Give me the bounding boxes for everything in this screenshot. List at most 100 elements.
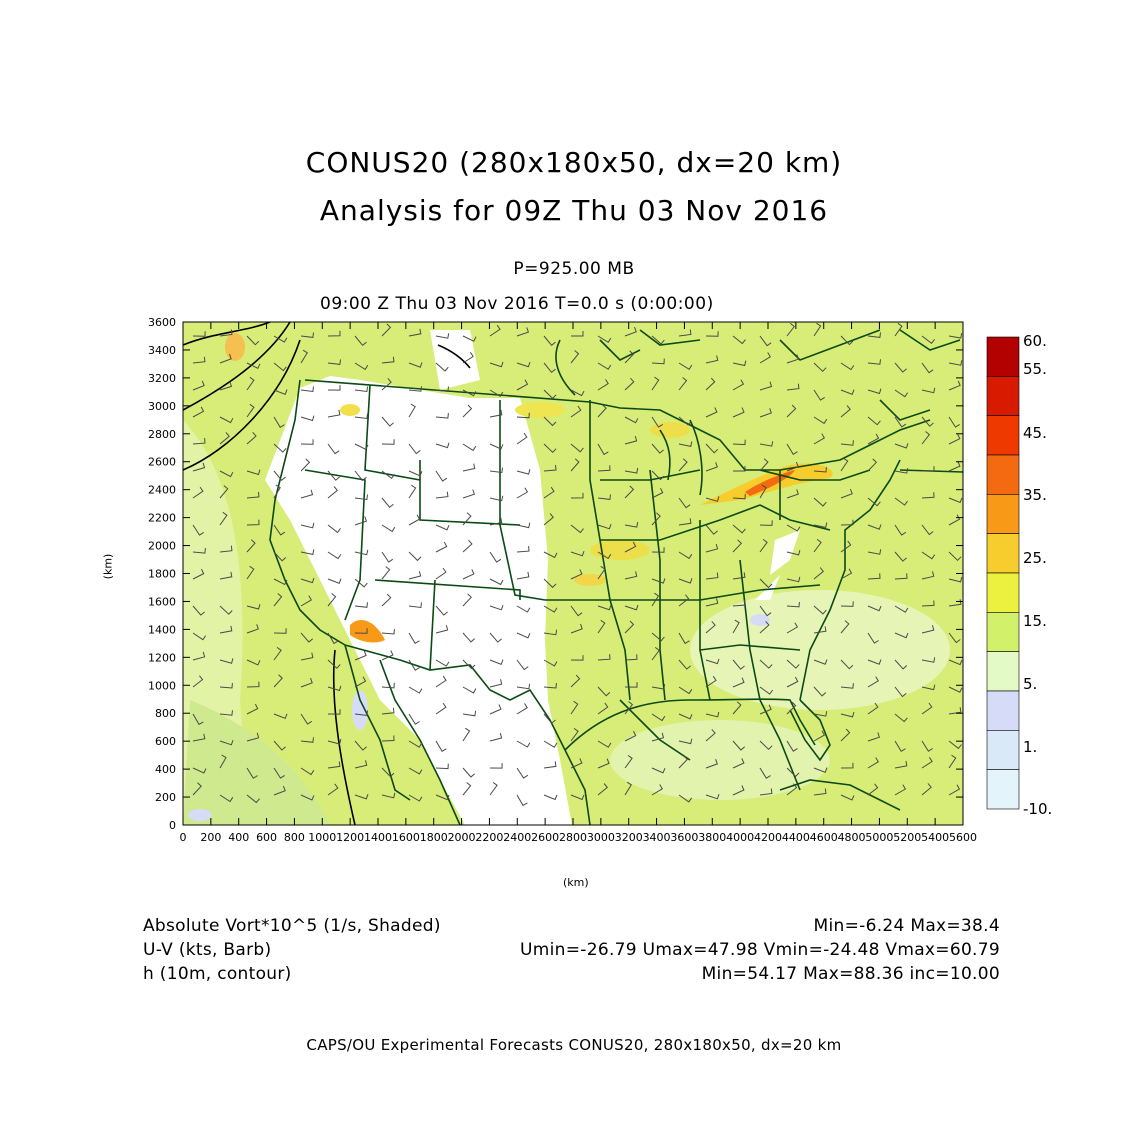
x-tick-label: 2400 (503, 831, 531, 844)
wind-barb (732, 758, 745, 769)
y-tick-label: 400 (155, 763, 176, 776)
wind-barb (570, 443, 584, 453)
wind-barb (516, 432, 528, 445)
wind-barb (408, 403, 416, 418)
wind-barb (921, 740, 933, 752)
x-tick-label: 4800 (838, 831, 866, 844)
wind-barb (840, 568, 853, 580)
wind-barb (786, 622, 799, 634)
wind-barb (786, 383, 800, 391)
wind-barb (894, 573, 908, 580)
wind-barbs (192, 322, 963, 807)
wind-barb (651, 376, 660, 391)
wind-barb (732, 335, 746, 345)
wind-barb (705, 543, 719, 553)
wind-barb (219, 416, 234, 424)
wind-barb (408, 514, 421, 526)
wind-barb (759, 381, 773, 391)
wind-barb (543, 605, 558, 613)
wind-barb (948, 707, 962, 715)
wind-barb (300, 386, 314, 393)
wind-barb (624, 435, 638, 445)
wind-barb (678, 497, 691, 509)
wind-barb (894, 632, 909, 639)
wind-barb (786, 659, 800, 669)
wind-barb (570, 389, 585, 397)
wind-barb (543, 761, 557, 769)
wind-barb (651, 487, 664, 499)
wind-barb (570, 405, 582, 418)
wind-barb (300, 332, 314, 338)
x-tick-label: 5200 (893, 831, 921, 844)
y-axis-ticks (183, 321, 963, 826)
y-tick-label: 1400 (148, 623, 176, 636)
wind-barb (543, 486, 555, 499)
wind-barb (624, 754, 633, 769)
y-tick-label: 1800 (148, 568, 176, 581)
wind-barb (246, 362, 261, 369)
wind-barb (246, 604, 261, 610)
wind-barb (651, 443, 664, 454)
vorticity-high-area (515, 402, 565, 418)
wind-barb (651, 592, 660, 607)
x-tick-label: 2200 (475, 831, 503, 844)
colorbar-segment (986, 612, 1020, 652)
wind-barb (219, 511, 228, 526)
wind-barb (327, 409, 341, 418)
y-axis-tick-labels: 3600340032003000280026002400220020001800… (148, 316, 176, 832)
wind-barb (894, 659, 908, 670)
wind-barb (246, 539, 256, 553)
wind-barb (624, 541, 637, 553)
x-tick-label: 1000 (308, 831, 336, 844)
wind-barb (462, 569, 475, 580)
wind-barb (408, 767, 423, 775)
wind-barb (705, 793, 720, 800)
wind-barb (597, 404, 607, 418)
wind-barb (327, 470, 340, 481)
wind-barb (840, 488, 853, 499)
wind-barb (543, 443, 557, 454)
wind-barb (651, 358, 665, 365)
wind-barb (705, 598, 719, 607)
wind-barb (921, 492, 935, 499)
wind-barb (840, 519, 854, 526)
wind-barb (408, 740, 423, 748)
wind-barb (705, 443, 719, 454)
wind-barb (678, 416, 692, 426)
wind-barb (759, 788, 773, 796)
vorticity-high-area (590, 540, 650, 560)
wind-barb (921, 600, 935, 607)
wind-barb (840, 659, 854, 670)
wind-barb (300, 713, 313, 725)
wind-barb (597, 702, 609, 715)
wind-barb (732, 677, 745, 688)
wind-barb (705, 496, 720, 502)
wind-barb (543, 794, 558, 801)
wind-barb (759, 620, 770, 634)
wind-barb (219, 485, 229, 499)
wind-barb (489, 324, 501, 337)
wind-barb (678, 794, 693, 803)
wind-barb (327, 524, 341, 534)
wind-barb (192, 782, 202, 796)
wind-barb (273, 785, 286, 796)
colorbar-labels: 60. 55. 45. 35. 25. 15. 5. 1. -10. (1023, 332, 1052, 818)
wind-barb (570, 458, 580, 472)
wind-barb (813, 467, 827, 473)
vorticity-moderate-area (183, 700, 330, 825)
height-contours (183, 322, 471, 825)
wind-barb (489, 578, 504, 586)
wind-barb (462, 593, 472, 607)
wind-barb (408, 470, 423, 477)
wind-barb (300, 522, 315, 529)
wind-barb (678, 755, 689, 769)
wind-barb (840, 362, 855, 371)
wind-barb (354, 413, 368, 420)
wind-barb (489, 495, 504, 502)
wind-barb (273, 484, 281, 499)
wind-barb (327, 738, 342, 745)
wind-barb (786, 740, 798, 752)
wind-barb (192, 632, 207, 641)
wind-barb (408, 386, 422, 392)
wind-barb (327, 709, 341, 715)
